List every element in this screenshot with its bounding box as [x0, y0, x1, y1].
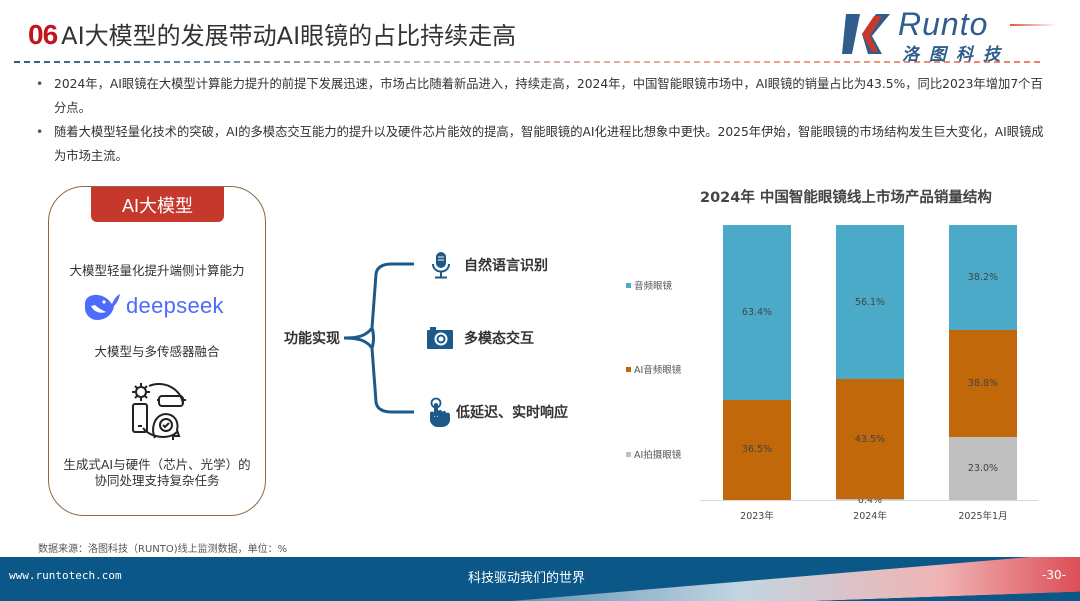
- bar-segment: 38.8%: [949, 330, 1017, 437]
- legend-label: AI音频眼镜: [634, 365, 682, 376]
- bar-segment: 36.5%: [723, 399, 791, 500]
- card-badge: AI大模型: [91, 187, 224, 222]
- feature-natural-language: 自然语言识别: [426, 250, 548, 280]
- logo-wordmark: Runto: [898, 6, 989, 42]
- legend-item-ai-audio-glasses: AI音频眼镜: [626, 362, 681, 376]
- feature-multimodal: 多模态交互: [426, 323, 534, 353]
- bullet-item: 2024年，AI眼镜在大模型计算能力提升的前提下发展迅速，市场占比随着新品进入，…: [34, 72, 1054, 120]
- bar-segment: 56.1%: [836, 225, 904, 380]
- bar-column: 23.0% 38.8% 38.2%: [949, 225, 1017, 500]
- microphone-icon: [432, 252, 450, 279]
- ai-model-card: AI大模型 大模型轻量化提升端侧计算能力 deepseek 大模型与多传感器融合…: [48, 186, 266, 516]
- footer-url-link[interactable]: www.runtotech.com: [9, 569, 122, 582]
- legend-item-audio-glasses: 音频眼镜: [626, 278, 672, 292]
- x-tick-label: 2025年1月: [958, 511, 1008, 522]
- data-source-note: 数据来源：洛图科技（RUNTO)线上监测数据，单位：%: [38, 544, 288, 555]
- x-tick-label: 2023年: [740, 511, 774, 522]
- title-text: AI大模型的发展带动AI眼镜的占比持续走高: [61, 22, 517, 50]
- touch-hand-icon: [430, 397, 450, 427]
- legend-swatch: [626, 451, 631, 457]
- title-divider: [14, 61, 1040, 63]
- card-item-lightweight: 大模型轻量化提升端侧计算能力: [69, 263, 245, 278]
- bar-column: 0.4% 43.5% 56.1%: [836, 225, 904, 506]
- runto-logo: Runto 洛图科技: [842, 6, 1057, 65]
- deepseek-wordmark: deepseek: [126, 293, 224, 318]
- footer-bar: www.runtotech.com 科技驱动我们的世界 -30-: [0, 557, 1080, 601]
- section-number: 06: [28, 19, 58, 50]
- bar-segment: 0.4%: [836, 495, 904, 506]
- logo-chinese-name: 洛图科技: [902, 45, 1010, 65]
- chart-title: 2024年 中国智能眼镜线上市场产品销量结构: [700, 190, 992, 206]
- legend-swatch: [626, 366, 631, 372]
- card-item-sensor-fusion: 大模型与多传感器融合: [94, 344, 220, 359]
- feature-low-latency: 低延迟、实时响应: [424, 397, 568, 427]
- page-number: -30-: [1042, 568, 1066, 582]
- footer-decoration: [300, 557, 1080, 601]
- data-label: 56.1%: [854, 296, 886, 308]
- data-label: 0.4%: [857, 494, 883, 506]
- stacked-bar-chart: 36.5% 63.4% 0.4% 43.5% 56.1% 23.0% 38.8% 38.2%: [700, 225, 1038, 506]
- data-label: 36.5%: [741, 444, 773, 456]
- bullet-item: 随着大模型轻量化技术的突破，AI的多模态交互能力的提升以及硬件芯片能效的提高，智…: [34, 120, 1054, 168]
- data-label: 38.8%: [967, 377, 999, 389]
- deepseek-whale-icon: [85, 294, 120, 320]
- ai-hardware-icon: [132, 383, 186, 440]
- camera-icon: [427, 327, 453, 349]
- bar-segment: 38.2%: [949, 225, 1017, 331]
- footer-slogan: 科技驱动我们的世界: [468, 571, 586, 586]
- summary-bullets: 2024年，AI眼镜在大模型计算能力提升的前提下发展迅速，市场占比随着新品进入，…: [34, 72, 1054, 168]
- data-label: 38.2%: [967, 272, 999, 284]
- mindmap-brace: [344, 262, 414, 414]
- legend-label: AI拍摄眼镜: [634, 450, 682, 461]
- bar-segment: 43.5%: [836, 379, 904, 499]
- bar-column: 36.5% 63.4%: [723, 225, 791, 500]
- logo-swoosh: [1010, 24, 1056, 26]
- legend-label: 音频眼镜: [634, 281, 673, 292]
- feature-label: 多模态交互: [464, 331, 534, 347]
- page-title: 06 AI大模型的发展带动AI眼镜的占比持续走高: [28, 16, 516, 56]
- x-axis-line: [700, 500, 1038, 501]
- feature-label: 低延迟、实时响应: [456, 405, 568, 421]
- bar-segment: 23.0%: [949, 436, 1017, 500]
- data-label: 63.4%: [741, 306, 773, 318]
- card-item-generative-ai: 生成式AI与硬件（芯片、光学）的协同处理支持复杂任务: [63, 457, 251, 488]
- bar-segment: 63.4%: [723, 225, 791, 400]
- mindmap-root: 功能实现: [284, 331, 340, 347]
- data-label: 23.0%: [967, 462, 999, 474]
- x-tick-label: 2024年: [853, 511, 887, 522]
- data-label: 43.5%: [854, 433, 886, 445]
- legend-swatch: [626, 282, 631, 288]
- deepseek-logo: deepseek: [82, 289, 232, 323]
- feature-label: 自然语言识别: [464, 258, 548, 274]
- runto-logo-mark-icon: [842, 14, 890, 54]
- legend-item-ai-camera-glasses: AI拍摄眼镜: [626, 447, 681, 461]
